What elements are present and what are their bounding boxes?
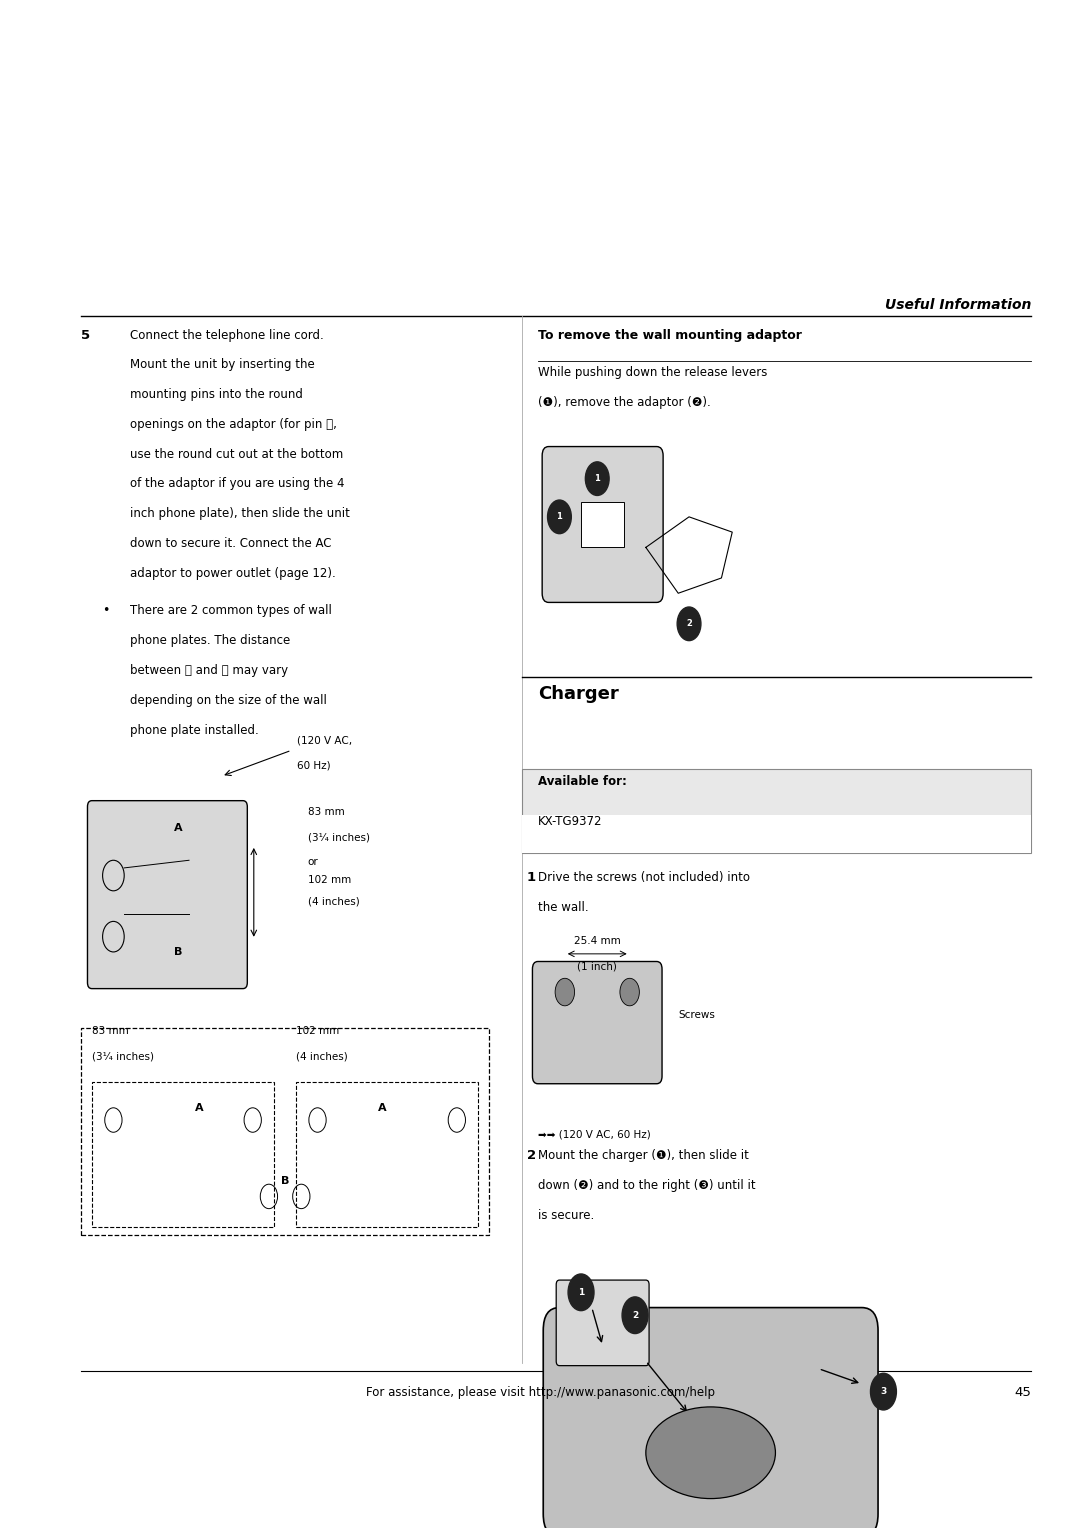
- Text: B: B: [281, 1177, 289, 1186]
- Text: A: A: [174, 822, 183, 833]
- Bar: [92, 1082, 274, 1227]
- Text: ➡➡ (120 V AC, 60 Hz): ➡➡ (120 V AC, 60 Hz): [538, 1129, 650, 1140]
- Text: (120 V AC,: (120 V AC,: [297, 735, 352, 746]
- Text: depending on the size of the wall: depending on the size of the wall: [130, 694, 326, 707]
- Text: phone plates. The distance: phone plates. The distance: [130, 634, 289, 648]
- Text: 3: 3: [880, 1387, 887, 1397]
- Bar: [81, 1028, 489, 1235]
- Text: 83 mm: 83 mm: [308, 807, 345, 817]
- Circle shape: [870, 1374, 896, 1410]
- Text: 1: 1: [594, 474, 600, 483]
- FancyBboxPatch shape: [556, 1280, 649, 1366]
- Bar: [581, 501, 624, 547]
- Text: (❶), remove the adaptor (❷).: (❶), remove the adaptor (❷).: [538, 396, 711, 408]
- Bar: [522, 814, 1031, 853]
- FancyBboxPatch shape: [542, 446, 663, 602]
- Text: adaptor to power outlet (page 12).: adaptor to power outlet (page 12).: [130, 567, 336, 581]
- Text: Available for:: Available for:: [538, 775, 626, 788]
- Text: Mount the charger (❶), then slide it: Mount the charger (❶), then slide it: [538, 1149, 748, 1163]
- Text: (4 inches): (4 inches): [308, 895, 360, 906]
- Text: While pushing down the release levers: While pushing down the release levers: [538, 365, 767, 379]
- Text: of the adaptor if you are using the 4: of the adaptor if you are using the 4: [130, 477, 345, 490]
- Bar: [522, 769, 1031, 853]
- Circle shape: [622, 1297, 648, 1334]
- Text: the wall.: the wall.: [538, 902, 589, 914]
- Text: (1 inch): (1 inch): [578, 961, 617, 972]
- Text: 45: 45: [1014, 1386, 1031, 1400]
- Circle shape: [585, 461, 609, 495]
- Text: is secure.: is secure.: [538, 1209, 594, 1222]
- Text: 2: 2: [527, 1149, 536, 1163]
- Bar: [296, 1082, 478, 1227]
- Text: (4 inches): (4 inches): [296, 1051, 348, 1062]
- Text: 2: 2: [632, 1311, 638, 1320]
- FancyBboxPatch shape: [532, 961, 662, 1083]
- Text: 25.4 mm: 25.4 mm: [573, 937, 621, 946]
- Ellipse shape: [646, 1407, 775, 1499]
- Text: phone plate installed.: phone plate installed.: [130, 723, 258, 736]
- Text: or: or: [308, 857, 319, 868]
- Text: 5: 5: [81, 329, 90, 342]
- Text: down (❷) and to the right (❸) until it: down (❷) and to the right (❸) until it: [538, 1180, 756, 1192]
- Text: mounting pins into the round: mounting pins into the round: [130, 388, 302, 402]
- Text: Screws: Screws: [678, 1010, 715, 1021]
- Text: 102 mm: 102 mm: [308, 876, 351, 885]
- Text: Useful Information: Useful Information: [885, 298, 1031, 312]
- Text: Drive the screws (not included) into: Drive the screws (not included) into: [538, 871, 750, 885]
- Text: There are 2 common types of wall: There are 2 common types of wall: [130, 604, 332, 617]
- Text: 102 mm: 102 mm: [296, 1025, 339, 1036]
- Text: A: A: [195, 1103, 203, 1112]
- Text: For assistance, please visit http://www.panasonic.com/help: For assistance, please visit http://www.…: [365, 1386, 715, 1400]
- Text: openings on the adaptor (for pin Ⓑ,: openings on the adaptor (for pin Ⓑ,: [130, 417, 337, 431]
- Text: To remove the wall mounting adaptor: To remove the wall mounting adaptor: [538, 329, 801, 342]
- Text: KX-TG9372: KX-TG9372: [538, 814, 603, 828]
- Circle shape: [568, 1274, 594, 1311]
- Text: 83 mm: 83 mm: [92, 1025, 129, 1036]
- Text: 1: 1: [527, 871, 536, 885]
- Text: down to secure it. Connect the AC: down to secure it. Connect the AC: [130, 536, 332, 550]
- Text: Connect the telephone line cord.: Connect the telephone line cord.: [130, 329, 323, 342]
- Circle shape: [677, 607, 701, 640]
- Text: 1: 1: [578, 1288, 584, 1297]
- Text: •: •: [103, 604, 110, 617]
- FancyBboxPatch shape: [543, 1308, 878, 1528]
- Text: 1: 1: [556, 512, 563, 521]
- Circle shape: [620, 978, 639, 1005]
- Text: inch phone plate), then slide the unit: inch phone plate), then slide the unit: [130, 507, 350, 521]
- Text: Mount the unit by inserting the: Mount the unit by inserting the: [130, 358, 314, 371]
- Text: B: B: [174, 947, 183, 958]
- Text: between Ⓐ and Ⓑ may vary: between Ⓐ and Ⓑ may vary: [130, 663, 287, 677]
- Circle shape: [555, 978, 575, 1005]
- Text: (3¹⁄₄ inches): (3¹⁄₄ inches): [308, 833, 369, 842]
- Text: (3¹⁄₄ inches): (3¹⁄₄ inches): [92, 1051, 153, 1062]
- Circle shape: [548, 500, 571, 533]
- Text: A: A: [378, 1103, 386, 1112]
- Text: 60 Hz): 60 Hz): [297, 761, 330, 772]
- Text: 2: 2: [686, 619, 692, 628]
- FancyBboxPatch shape: [87, 801, 247, 989]
- Text: Charger: Charger: [538, 685, 619, 703]
- Text: use the round cut out at the bottom: use the round cut out at the bottom: [130, 448, 342, 461]
